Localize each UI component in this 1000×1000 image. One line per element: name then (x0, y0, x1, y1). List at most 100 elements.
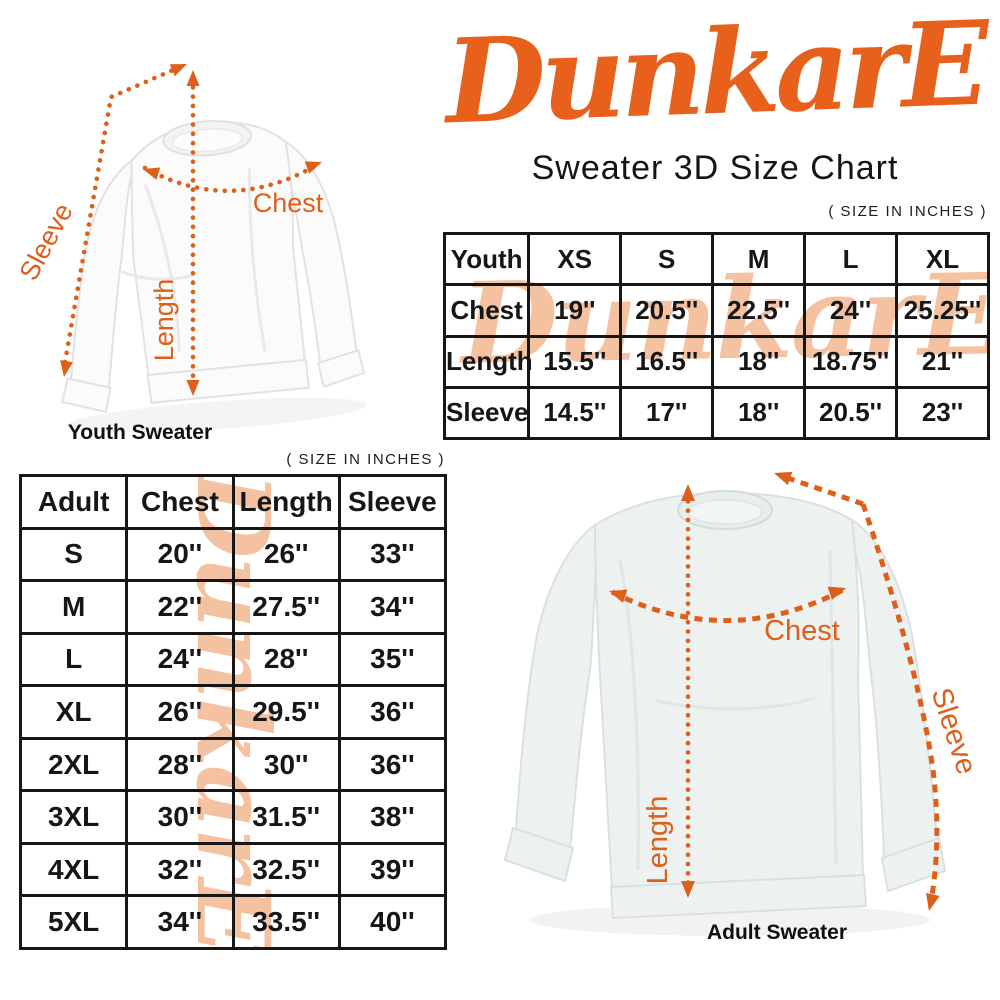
youth-size-table: Youth XS S M L XL Chest 19'' 20.5'' 22.5… (443, 232, 990, 440)
adult-size-table-wrap: DunkarE Adult Chest Length Sleeve S 20''… (19, 474, 447, 950)
adult-size-note: ( SIZE IN INCHES ) (286, 451, 445, 468)
row-label: L (19, 631, 129, 688)
adult-sweater-illustration: Chest Length Sleeve (503, 471, 983, 936)
table-cell: 34'' (125, 894, 235, 950)
table-cell: 22.5'' (711, 283, 807, 338)
table-cell: 24'' (125, 631, 235, 688)
youth-hem-band (146, 358, 310, 404)
table-row: S 20'' 26'' 33'' (19, 526, 447, 583)
page-title: Sweater 3D Size Chart (531, 149, 899, 187)
arrow-icon (681, 881, 695, 898)
table-cell: 26'' (231, 526, 341, 583)
table-row: L 24'' 28'' 35'' (19, 631, 447, 688)
table-row: 4XL 32'' 32.5'' 39'' (19, 841, 447, 898)
youth-right-cuff (316, 348, 366, 389)
adult-table-corner: Adult (19, 474, 129, 530)
arrow-icon (609, 589, 628, 603)
table-cell: 36'' (337, 684, 447, 740)
youth-chest-label: Chest (253, 188, 324, 218)
table-cell: 18'' (711, 334, 807, 389)
adult-right-cuff (880, 836, 947, 893)
arrow-icon (143, 167, 161, 180)
table-cell: 40'' (337, 894, 447, 950)
arrow-icon (60, 360, 73, 377)
table-cell: 23'' (895, 385, 990, 440)
table-row: Length 15.5'' 16.5'' 18'' 18.75'' 21'' (443, 334, 990, 389)
table-cell: 38'' (337, 789, 447, 845)
adult-col-chest: Chest (125, 474, 235, 530)
adult-sleeve-measure-line (860, 503, 940, 903)
arrow-icon (186, 70, 200, 86)
table-row: Adult Chest Length Sleeve (19, 474, 447, 530)
adult-sleeve-label: Sleeve (925, 684, 983, 778)
brand-logo: DunkarE (443, 0, 987, 151)
youth-chest-measure-line (142, 160, 323, 194)
adult-sweater-garment (503, 490, 947, 936)
table-cell: 26'' (125, 684, 235, 740)
table-row: XL 26'' 29.5'' 36'' (19, 684, 447, 740)
youth-col-m: M (711, 232, 807, 287)
adult-sweater-caption: Adult Sweater (706, 921, 848, 944)
youth-sweater-caption: Youth Sweater (67, 421, 213, 444)
table-cell: 35'' (337, 631, 447, 688)
table-row: 2XL 28'' 30'' 36'' (19, 736, 447, 793)
youth-col-xl: XL (895, 232, 990, 287)
row-label: Chest (443, 283, 531, 338)
arrow-icon (926, 892, 940, 911)
table-cell: 39'' (337, 841, 447, 898)
adult-length-label: Length (642, 796, 674, 885)
table-cell: 24'' (803, 283, 898, 338)
youth-sleeve-label: Sleeve (13, 198, 78, 285)
adult-chest-measure-line (610, 587, 845, 623)
adult-col-sleeve: Sleeve (337, 474, 447, 530)
row-label: Sleeve (443, 385, 531, 440)
row-label: 5XL (19, 894, 129, 950)
youth-col-l: L (803, 232, 898, 287)
table-cell: 15.5'' (527, 334, 623, 389)
row-label: 4XL (19, 841, 129, 898)
table-cell: 33.5'' (231, 894, 341, 950)
table-cell: 25.25'' (895, 283, 990, 338)
row-label: 2XL (19, 736, 129, 793)
table-cell: 14.5'' (527, 385, 623, 440)
arrow-icon (304, 161, 322, 174)
table-cell: 17'' (619, 385, 715, 440)
table-cell: 21'' (895, 334, 990, 389)
adult-left-cuff (503, 826, 575, 883)
table-cell: 28'' (231, 631, 341, 688)
table-row: Chest 19'' 20.5'' 22.5'' 24'' 25.25'' (443, 283, 990, 338)
table-cell: 29.5'' (231, 684, 341, 740)
youth-sweater-illustration: Chest Length Sleeve (13, 64, 367, 433)
table-row: Sleeve 14.5'' 17'' 18'' 20.5'' 23'' (443, 385, 990, 440)
table-cell: 30'' (125, 789, 235, 845)
arrow-icon (827, 586, 846, 600)
row-label: 3XL (19, 789, 129, 845)
arrow-icon (169, 64, 187, 77)
arrow-icon (681, 484, 695, 501)
row-label: M (19, 579, 129, 635)
adult-size-table: Adult Chest Length Sleeve S 20'' 26'' 33… (19, 474, 447, 950)
table-cell: 18.75'' (803, 334, 898, 389)
youth-size-table-wrap: DunkarE Youth XS S M L XL Chest 19'' 20.… (443, 232, 990, 440)
youth-left-cuff (61, 377, 112, 414)
table-cell: 31.5'' (231, 789, 341, 845)
table-cell: 20'' (125, 526, 235, 583)
table-cell: 27.5'' (231, 579, 341, 635)
table-cell: 34'' (337, 579, 447, 635)
table-cell: 28'' (125, 736, 235, 793)
youth-col-xs: XS (527, 232, 623, 287)
table-cell: 16.5'' (619, 334, 715, 389)
arrow-icon (186, 380, 200, 396)
youth-sleeve-measure-line (61, 64, 183, 371)
table-row: Youth XS S M L XL (443, 232, 990, 287)
table-cell: 30'' (231, 736, 341, 793)
arrow-icon (774, 471, 793, 486)
adult-chest-label: Chest (764, 615, 840, 647)
adult-col-length: Length (231, 474, 341, 530)
row-label: S (19, 526, 129, 583)
table-cell: 22'' (125, 579, 235, 635)
table-cell: 20.5'' (619, 283, 715, 338)
table-cell: 32.5'' (231, 841, 341, 898)
table-cell: 36'' (337, 736, 447, 793)
